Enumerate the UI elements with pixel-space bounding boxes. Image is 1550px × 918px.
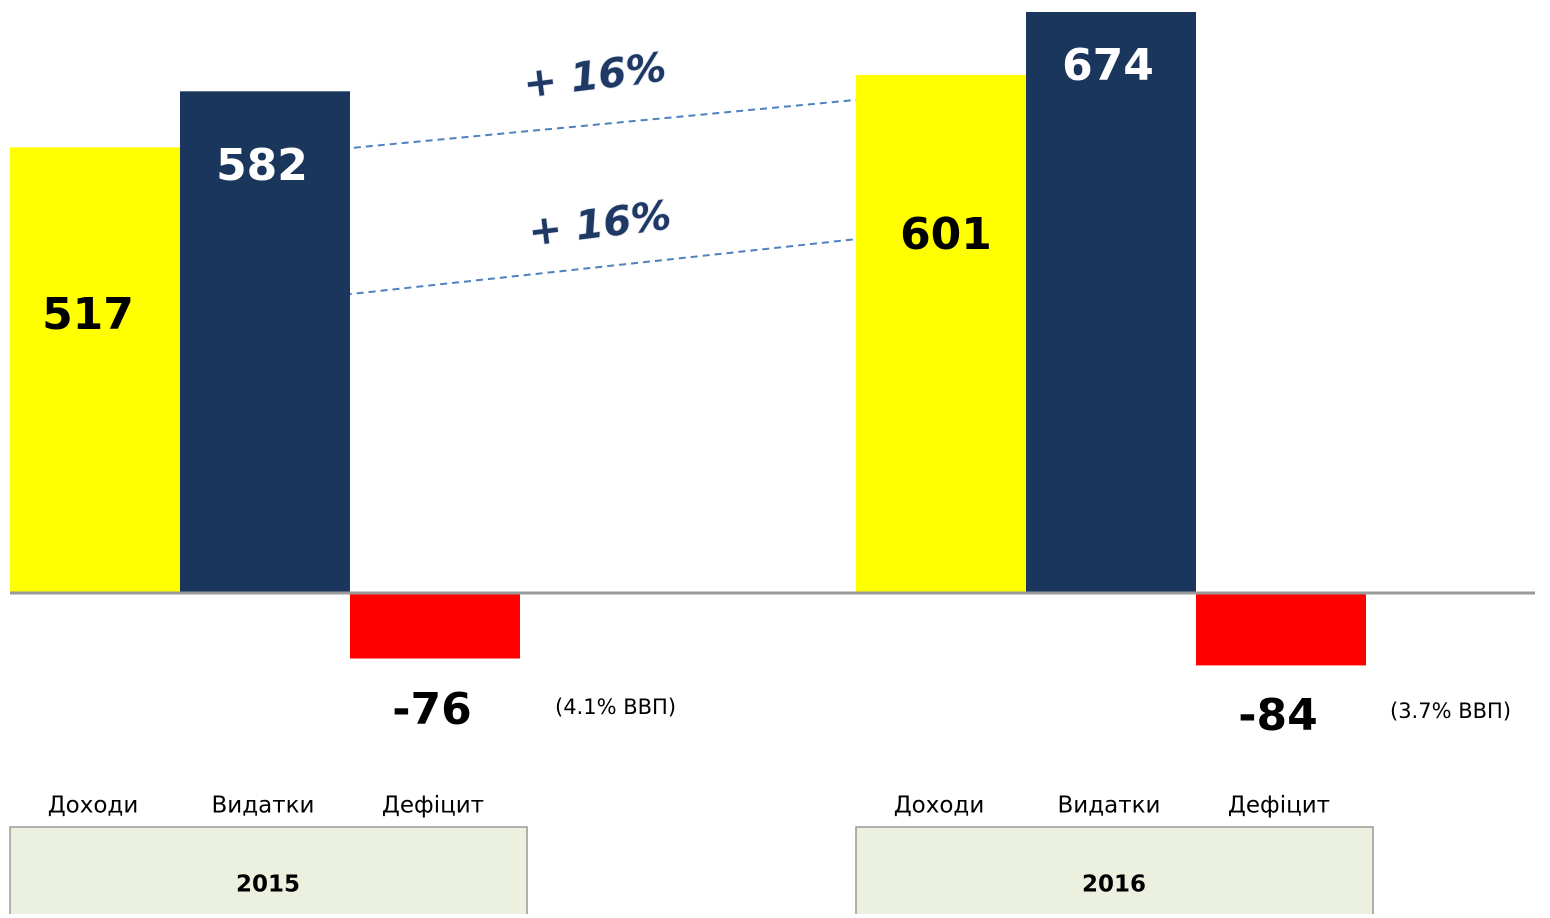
- value-label: 601: [900, 209, 992, 260]
- category-label: Доходи: [48, 793, 139, 819]
- value-label: 517: [42, 289, 134, 340]
- category-label: Видатки: [212, 793, 315, 819]
- bar: [180, 91, 350, 593]
- category-label: Дефіцит: [1228, 793, 1330, 819]
- bar: [1026, 12, 1196, 593]
- value-label: 582: [216, 140, 308, 191]
- category-label: Доходи: [894, 793, 985, 819]
- bar: [350, 593, 520, 659]
- year-label: 2016: [1082, 872, 1146, 898]
- category-label: Дефіцит: [382, 793, 484, 819]
- growth-annotation: + 16%: [526, 192, 674, 255]
- bar: [10, 147, 180, 593]
- year-label: 2015: [236, 872, 300, 898]
- year-box: [855, 826, 1374, 918]
- note: (4.1% ВВП): [555, 695, 676, 719]
- value-label: 674: [1062, 40, 1154, 91]
- growth-annotation: + 16%: [521, 44, 669, 107]
- bar: [1196, 593, 1366, 666]
- value-label: -76: [392, 684, 472, 735]
- value-label: -84: [1238, 690, 1318, 741]
- bar: [856, 74, 1026, 594]
- note: (3.7% ВВП): [1390, 699, 1511, 723]
- category-label: Видатки: [1058, 793, 1161, 819]
- year-box: [9, 826, 528, 918]
